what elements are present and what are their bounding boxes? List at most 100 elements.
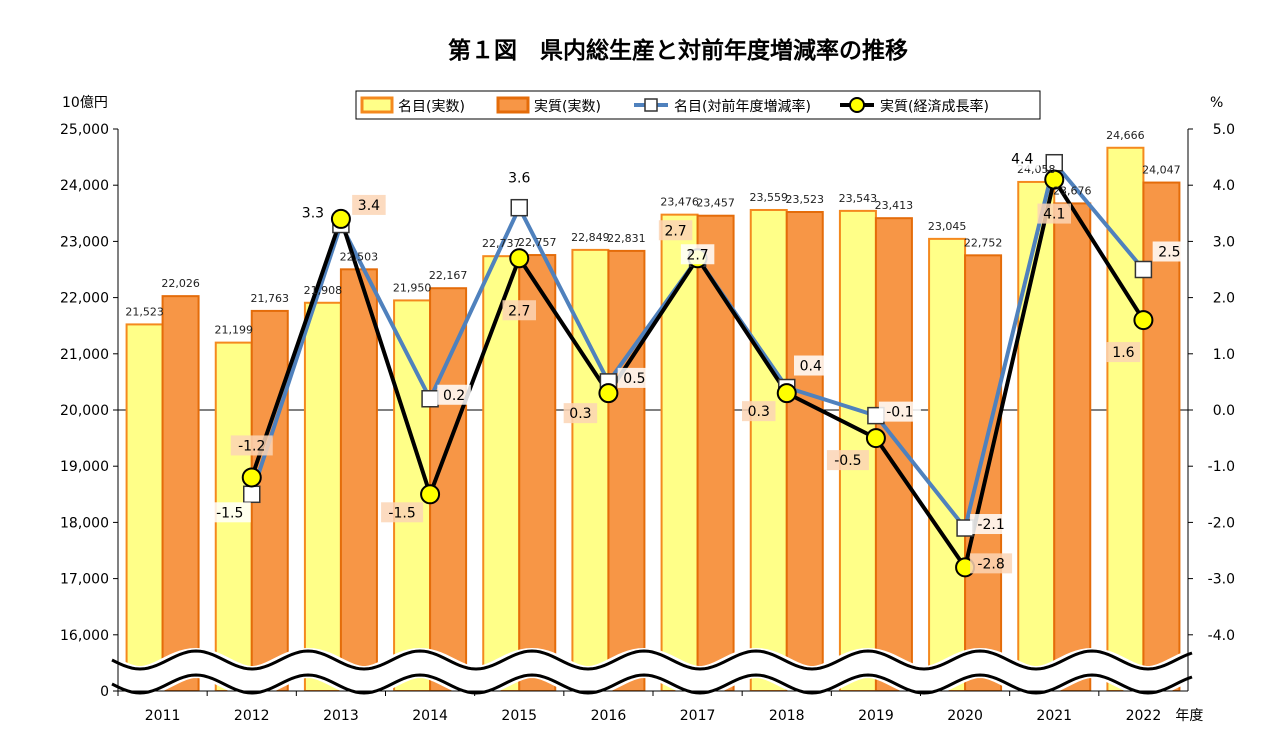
axis-break-band — [105, 647, 1197, 697]
legend-label: 実質(経済成長率) — [880, 98, 989, 115]
right-tick-label: -1.0 — [1208, 459, 1235, 475]
bar-label-nominal: 21,523 — [125, 305, 164, 318]
label-nominal-bg — [1005, 148, 1039, 169]
right-tick-label: -2.0 — [1208, 515, 1235, 531]
axis-break — [105, 647, 1197, 697]
label-nominal-bg — [794, 355, 828, 376]
label-real-bg — [563, 403, 598, 424]
label-real-bg — [502, 300, 536, 321]
x-tick-label: 2016 — [591, 708, 627, 724]
right-tick-label: 5.0 — [1213, 122, 1235, 138]
label-real-bg — [381, 502, 424, 523]
x-tick-label: 2018 — [769, 708, 805, 724]
bar-label-nominal: 23,476 — [660, 196, 699, 209]
label-real: 4.1 — [1043, 207, 1065, 223]
bar-label-nominal: 21,908 — [304, 284, 343, 297]
x-tick-label: 2017 — [680, 708, 716, 724]
bar-nominal — [482, 255, 521, 691]
label-real: -2.8 — [977, 556, 1004, 572]
label-real-bg — [658, 220, 693, 241]
legend-swatch — [360, 96, 394, 114]
x-axis-suffix: 年度 — [1175, 708, 1203, 724]
bar-nominal — [1106, 146, 1145, 691]
left-tick-label: 19,000 — [60, 459, 109, 475]
left-tick-label: 23,000 — [60, 234, 109, 250]
label-nominal-bg — [208, 502, 251, 523]
marker-real — [776, 383, 797, 404]
marker-real — [1133, 310, 1154, 331]
bar-label-real: 22,752 — [964, 236, 1003, 249]
right-tick-label: 0.0 — [1213, 403, 1235, 419]
label-real: -1.5 — [388, 505, 415, 521]
x-tick-label: 2011 — [145, 708, 181, 724]
bar-real — [785, 211, 824, 691]
legend-marker — [644, 98, 658, 112]
x-tick-label: 2022 — [1126, 708, 1162, 724]
label-real: 0.3 — [569, 406, 591, 422]
left-tick-label: 0 — [100, 684, 109, 700]
x-tick-label: 2020 — [947, 708, 983, 724]
bar-label-real: 22,503 — [340, 250, 379, 263]
bar-label-nominal: 22,849 — [571, 231, 610, 244]
x-tick-label: 2015 — [501, 708, 537, 724]
left-tick-label: 22,000 — [60, 291, 109, 307]
label-nominal-bg — [617, 367, 652, 388]
marker-real — [509, 248, 530, 269]
right-tick-label: -3.0 — [1208, 572, 1235, 588]
left-tick-label: 18,000 — [60, 515, 109, 531]
label-real: -0.5 — [834, 453, 861, 469]
x-tick-label: 2019 — [858, 708, 894, 724]
label-nominal: 4.4 — [1011, 152, 1033, 168]
left-tick-label: 24,000 — [60, 178, 109, 194]
label-nominal-bg — [437, 384, 471, 405]
label-real-bg — [826, 450, 869, 471]
legend-label: 名目(対前年度増減率) — [674, 98, 811, 115]
marker-nominal — [1134, 260, 1153, 279]
bar-label-real: 23,457 — [696, 197, 735, 210]
marker-nominal — [421, 390, 439, 408]
bar-real — [518, 254, 557, 691]
bars — [125, 146, 1181, 691]
label-nominal: -2.1 — [977, 517, 1004, 533]
bar-real — [964, 254, 1003, 691]
marker-real — [241, 467, 262, 488]
label-real: 1.6 — [1112, 345, 1134, 361]
bar-nominal — [125, 323, 164, 691]
label-nominal: 3.6 — [508, 171, 530, 187]
legend-box — [355, 90, 1041, 120]
bar-label-nominal: 23,559 — [750, 191, 789, 204]
bar-label-real: 23,413 — [875, 199, 914, 212]
chart-title: 第１図 県内総生産と対前年度増減率の推移 — [448, 37, 908, 64]
left-tick-label: 17,000 — [60, 572, 109, 588]
bar-nominal — [303, 301, 342, 691]
bar-label-real: 21,763 — [251, 292, 290, 305]
label-nominal-bg — [1152, 241, 1187, 262]
label-nominal: 0.5 — [623, 371, 645, 387]
bar-real — [339, 268, 378, 691]
x-tick-label: 2013 — [323, 708, 359, 724]
label-real: 3.4 — [358, 198, 380, 214]
bar-label-real: 23,676 — [1053, 184, 1092, 197]
marker-real — [330, 208, 351, 229]
marker-real — [598, 383, 619, 404]
legend: 名目(実数) 実質(実数) 名目(対前年度増減率) 実質(経済成長率) — [355, 90, 1041, 120]
bar-label-real: 24,047 — [1142, 164, 1181, 177]
bar-label-nominal: 23,045 — [928, 220, 967, 233]
right-tick-label: -4.0 — [1208, 628, 1235, 644]
label-nominal: 3.3 — [302, 206, 324, 222]
label-real: -1.2 — [238, 438, 265, 454]
left-tick-label: 25,000 — [60, 122, 109, 138]
marker-nominal — [243, 485, 261, 504]
right-tick-label: 3.0 — [1213, 234, 1235, 250]
right-tick-label: 4.0 — [1213, 178, 1235, 194]
label-nominal: 0.2 — [443, 388, 465, 404]
bar-label-real: 22,831 — [607, 232, 646, 245]
bar-label-nominal: 22,737 — [482, 237, 521, 250]
x-tick-label: 2014 — [412, 708, 448, 724]
axes: 25,000 24,000 23,000 22,000 21,000 20,000 19,0… — [60, 122, 1235, 724]
label-nominal-bg — [502, 167, 536, 188]
label-real-bg — [352, 194, 386, 215]
label-nominal: 0.4 — [800, 359, 822, 375]
left-axis-unit: 10億円 — [62, 95, 108, 111]
